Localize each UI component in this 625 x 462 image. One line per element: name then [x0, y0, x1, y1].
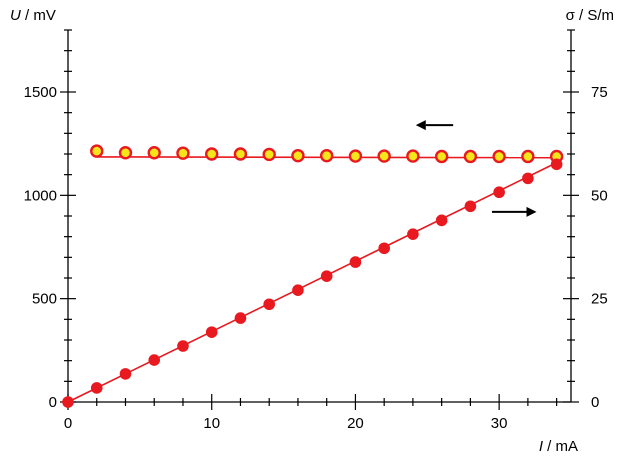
data-point-series-1: [62, 396, 74, 408]
x-axis-label: I / mA: [539, 438, 578, 455]
x-tick-label: 10: [203, 415, 220, 432]
data-point-series-0: [521, 149, 535, 164]
y-right-tick-label: 50: [591, 187, 608, 204]
data-points: [62, 144, 564, 408]
y-left-axis-label: U / mV: [10, 7, 56, 24]
y-left-tick-label: 1500: [24, 84, 57, 101]
data-point-series-1: [292, 284, 304, 296]
data-point-series-1: [378, 242, 390, 255]
data-point-series-0: [319, 148, 334, 163]
axis-labels: U / mV σ / S/m I / mA: [10, 7, 614, 455]
x-tick-label: 0: [64, 415, 72, 432]
data-point-series-0: [492, 149, 506, 164]
data-point-series-1: [407, 228, 419, 240]
data-point-series-1: [177, 340, 189, 352]
data-point-series-1: [90, 382, 103, 394]
direction-arrows: [415, 120, 537, 217]
x-tick-label: 20: [347, 415, 364, 432]
data-point-series-0: [90, 144, 104, 158]
x-label-unit: / mA: [543, 438, 578, 455]
data-point-series-0: [348, 149, 363, 163]
data-point-series-0: [406, 149, 420, 163]
data-point-series-0: [377, 149, 391, 163]
data-point-series-1: [205, 326, 218, 338]
y-right-label-symbol: σ: [566, 7, 576, 24]
x-tick-label: 30: [491, 415, 508, 432]
data-point-series-1: [464, 200, 477, 213]
data-point-series-1: [522, 172, 534, 185]
y-right-axis-label: σ / S/m: [566, 7, 614, 24]
data-point-series-1: [148, 354, 161, 366]
axes: 0 10 20 30 0 500 1000 1500 0 25 50 75: [24, 29, 608, 432]
data-point-series-0: [434, 149, 449, 164]
data-point-series-1: [119, 368, 132, 380]
data-point-series-1: [435, 214, 448, 227]
data-point-series-0: [118, 146, 133, 160]
y-left-tick-label: 500: [32, 291, 57, 308]
data-point-series-0: [176, 146, 190, 160]
y-right-label-unit: / S/m: [575, 7, 614, 24]
y-left-tick-label: 1000: [24, 187, 57, 204]
data-point-series-1: [550, 158, 563, 171]
data-point-series-0: [147, 146, 161, 160]
data-point-series-1: [234, 312, 247, 324]
y-left-tick-label: 0: [49, 394, 57, 411]
arrow-head-left: [415, 120, 426, 131]
data-point-series-0: [463, 149, 478, 164]
y-right-tick-label: 75: [591, 84, 608, 101]
fit-line-series-1: [67, 160, 560, 403]
data-point-series-0: [262, 147, 276, 162]
arrow-head-right: [526, 206, 537, 217]
data-point-series-1: [320, 270, 333, 282]
data-point-series-0: [205, 147, 219, 161]
y-left-label-unit: / mV: [21, 7, 56, 24]
data-point-series-1: [493, 186, 505, 199]
data-point-series-0: [233, 147, 248, 161]
data-point-series-1: [263, 298, 276, 311]
data-point-series-1: [349, 256, 362, 268]
data-point-series-0: [291, 148, 305, 163]
y-right-tick-label: 25: [591, 291, 608, 308]
y-left-label-symbol: U: [10, 7, 21, 24]
fit-lines: [67, 156, 560, 403]
x-label-symbol: I: [539, 438, 543, 455]
y-right-tick-label: 0: [591, 394, 599, 411]
